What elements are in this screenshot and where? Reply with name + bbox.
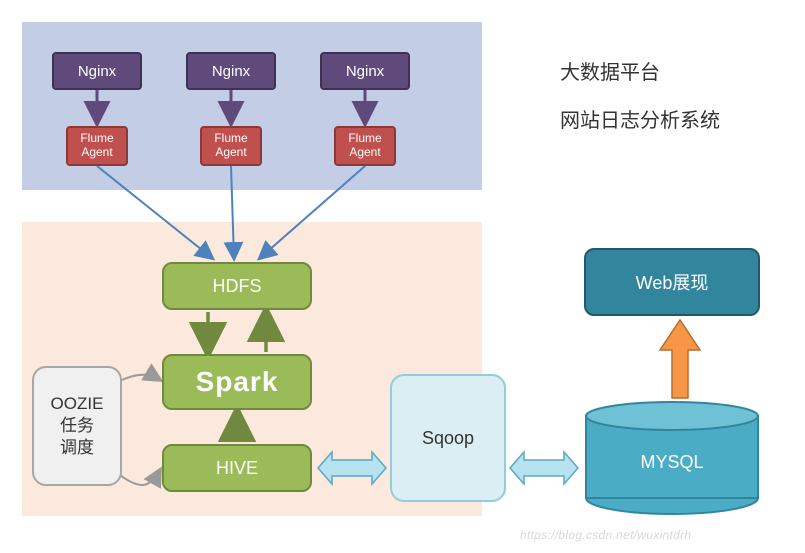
hive-node: HIVE (162, 444, 312, 492)
mysql-label: MYSQL (584, 442, 760, 482)
mysql-cylinder: MYSQL (584, 402, 760, 506)
title-line2: 网站日志分析系统 (560, 104, 800, 132)
nginx-node-1: Nginx (52, 52, 142, 90)
title-line1: 大数据平台 (560, 56, 780, 84)
web-node: Web展现 (584, 248, 760, 316)
watermark-text: https://blog.csdn.net/wuxintdrh (520, 528, 691, 542)
flume-node-3: Flume Agent (334, 126, 396, 166)
arrow-sqoop-mysql (510, 452, 578, 484)
diagram-canvas: 大数据平台 网站日志分析系统 Nginx Nginx Nginx Flume A… (0, 0, 805, 553)
arrow-mysql-web (660, 320, 700, 398)
nginx-node-3: Nginx (320, 52, 410, 90)
flume-node-2: Flume Agent (200, 126, 262, 166)
oozie-node: OOZIE 任务 调度 (32, 366, 122, 486)
spark-node: Spark (162, 354, 312, 410)
flume-node-1: Flume Agent (66, 126, 128, 166)
hdfs-node: HDFS (162, 262, 312, 310)
sqoop-node: Sqoop (390, 374, 506, 502)
nginx-node-2: Nginx (186, 52, 276, 90)
